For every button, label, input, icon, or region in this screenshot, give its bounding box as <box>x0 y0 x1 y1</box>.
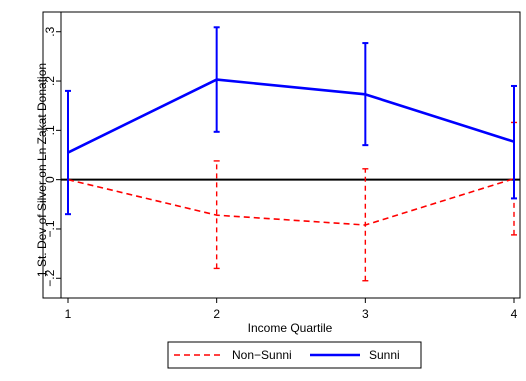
y-tick-label: −.2 <box>43 269 57 286</box>
y-tick-label: 0 <box>43 176 57 183</box>
x-axis-ticks: 1 2 3 4 <box>65 298 518 321</box>
x-axis-label: Income Quartile <box>248 321 333 335</box>
y-tick-label: .3 <box>43 26 57 36</box>
x-tick-label: 1 <box>65 307 72 321</box>
series-layer <box>65 26 517 282</box>
y-tick-label: .1 <box>43 125 57 135</box>
y-axis-label: 1 St. Dev of Silver on Ln Zakat Donation <box>35 63 49 277</box>
y-axis-ticks: −.2 −.1 0 .1 .2 .3 <box>43 26 61 287</box>
legend: Non−Sunni Sunni <box>167 341 422 369</box>
legend-box <box>167 341 422 369</box>
legend-label-non-sunni: Non−Sunni <box>232 348 292 362</box>
x-tick-label: 3 <box>362 307 369 321</box>
x-tick-label: 2 <box>213 307 220 321</box>
series-sunni <box>65 26 517 216</box>
series-line-sunni <box>67 78 515 154</box>
legend-label-sunni: Sunni <box>369 348 400 362</box>
y-tick-label: −.1 <box>43 220 57 237</box>
x-tick-label: 4 <box>511 307 518 321</box>
y-tick-label: .2 <box>43 76 57 86</box>
